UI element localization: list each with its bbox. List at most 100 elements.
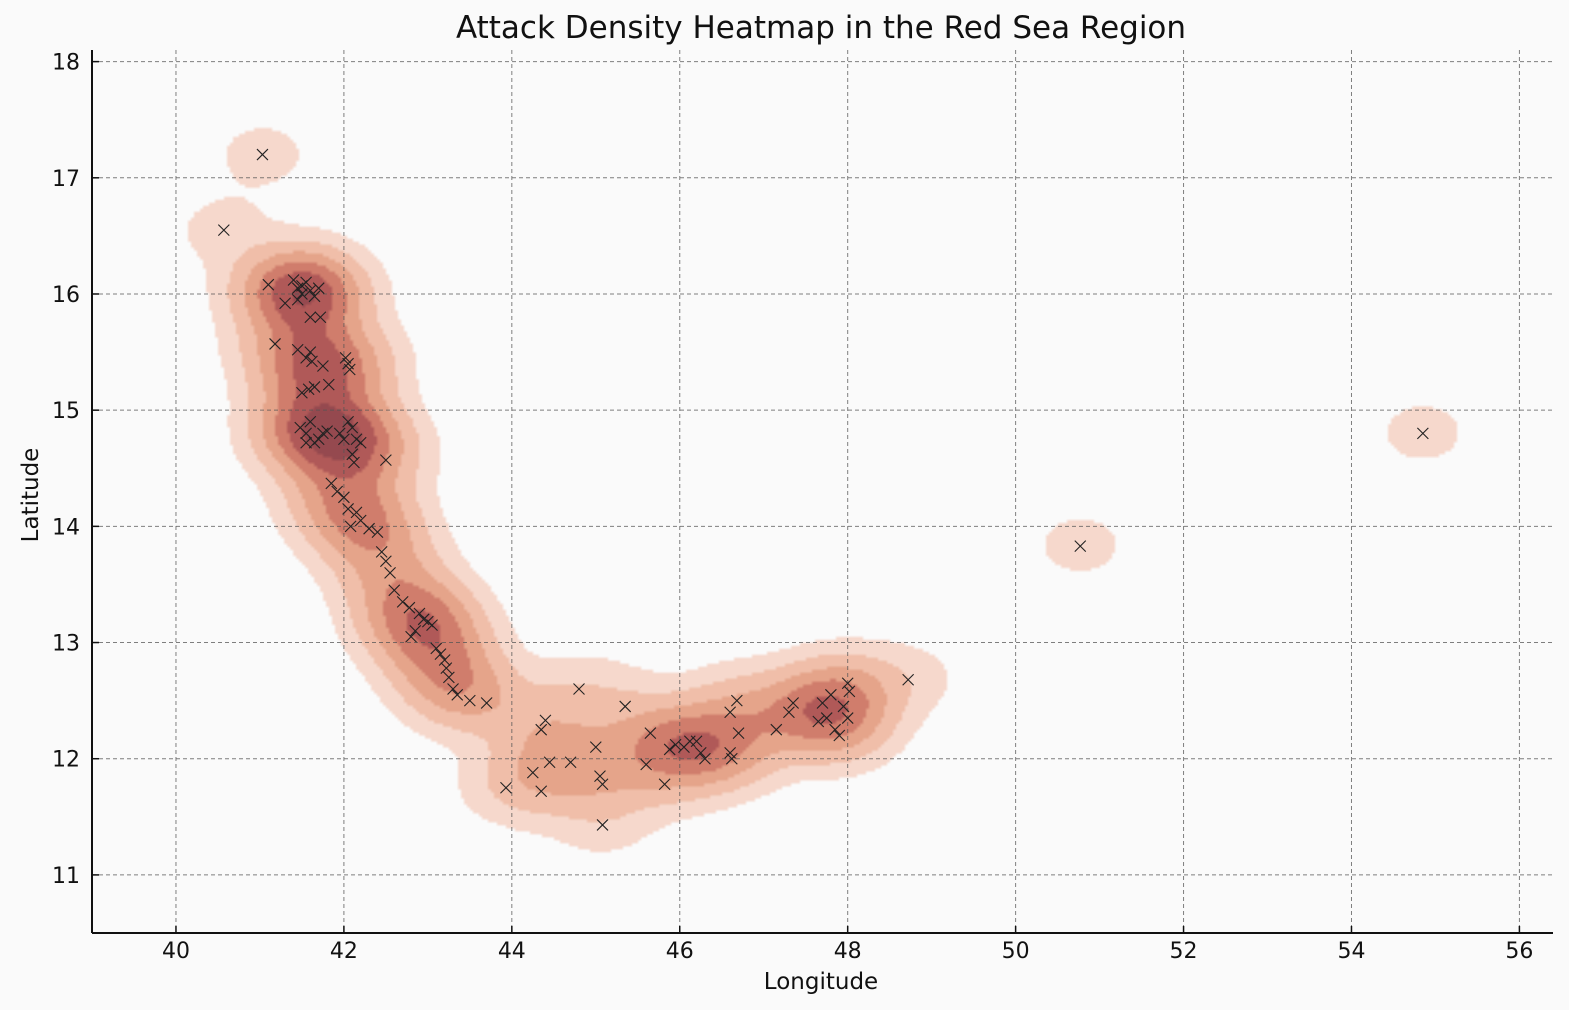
gridlines [92,50,1553,933]
attack-point-marker [348,456,360,469]
attack-point-marker [1074,540,1087,552]
attack-point-marker [339,351,352,364]
attack-point-marker [837,700,850,713]
attack-point-marker [302,383,315,396]
attack-point-marker [322,378,335,391]
attack-point-marker [535,785,548,798]
attack-point-marker [694,747,707,759]
x-tick-label: 42 [330,939,358,964]
attack-point-marker [287,274,300,286]
attack-point-marker [447,683,459,695]
y-tick-label: 11 [52,864,80,889]
attack-point-marker [338,491,350,504]
attack-point-marker [829,723,841,736]
attack-point-marker [543,756,556,769]
attack-point-marker [344,520,357,533]
attack-point-marker [338,433,350,446]
attack-point-marker [732,727,745,740]
attack-point-marker [405,630,417,643]
attack-point-marker [304,415,317,428]
y-tick-label: 13 [52,632,80,657]
attack-point-marker [217,224,230,236]
attack-point-marker [308,381,321,393]
attack-point-marker [403,601,416,614]
attack-point-marker [262,278,275,291]
attack-point-marker [300,351,313,364]
attack-point-marker [304,284,317,297]
attack-point-marker [308,290,321,303]
attack-point-marker [843,685,856,698]
attack-point-marker [500,781,512,794]
attack-point-marker [354,436,367,449]
attack-point-marker [451,688,464,701]
density-contours [92,50,1553,933]
attack-point-marker [333,427,346,440]
attack-point-marker [594,770,606,783]
y-axis-label: Latitude [18,448,44,543]
attack-point-marker [317,427,329,440]
attack-point-marker [669,738,682,751]
attack-point-marker [346,448,359,461]
attack-point-marker [589,741,602,753]
y-tick-label: 17 [52,167,80,192]
attack-point-marker [724,706,737,719]
attack-point-marker [300,436,313,449]
attack-point-marker [291,282,304,295]
attack-point-marker [640,758,653,771]
attack-point-marker [296,288,308,300]
attack-point-marker [342,503,354,515]
x-tick-label: 46 [666,939,694,964]
attack-point-marker [371,526,384,539]
attack-point-marker [730,694,743,707]
attack-point-marker [325,477,338,490]
attack-point-marker [363,522,375,535]
x-tick-labels: 40 42 44 46 48 50 52 54 56 [162,939,1533,964]
attack-point-marker [564,756,577,769]
y-tick-label: 14 [52,515,80,540]
attack-point-marker [463,694,476,707]
attack-point-marker [379,454,392,467]
x-tick-label: 52 [1170,939,1198,964]
attack-point-marker [384,566,396,579]
attack-point-marker [256,148,269,161]
attack-point-marker [430,642,443,655]
x-tick-label: 50 [1002,939,1030,964]
attack-point-marker [442,671,455,684]
attack-point-marker [321,425,333,437]
attack-point-marker [269,338,281,350]
x-tick-label: 54 [1337,939,1365,964]
attack-points [217,148,1429,831]
attack-point-marker [296,279,308,292]
x-tick-label: 44 [498,939,526,964]
attack-point-marker [596,819,609,831]
attack-point-marker [480,697,493,709]
attack-point-marker [396,595,409,608]
attack-point-marker [783,706,795,719]
y-tick-label: 18 [52,51,80,76]
attack-point-marker [346,421,359,434]
attack-point-marker [306,355,318,368]
attack-point-marker [573,683,585,695]
attack-point-marker [342,415,354,428]
attack-point-marker [296,386,308,399]
attack-point-marker [350,506,363,519]
attack-point-marker [304,311,317,324]
attack-point-marker [644,727,657,740]
attack-point-marker [841,677,854,690]
axes [91,50,1553,934]
y-tick-label: 12 [52,748,80,773]
attack-point-marker [312,282,325,295]
chart-title: Attack Density Heatmap in the Red Sea Re… [456,10,1186,46]
attack-point-marker [331,485,344,498]
attack-point-marker [438,654,451,666]
attack-point-marker [379,555,392,568]
attack-point-marker [388,584,401,597]
x-axis-label: Longitude [764,969,878,995]
attack-point-marker [314,311,327,324]
attack-point-marker [291,293,304,306]
attack-point-marker [902,673,915,686]
attack-point-marker [440,662,453,674]
attack-point-marker [841,712,854,724]
